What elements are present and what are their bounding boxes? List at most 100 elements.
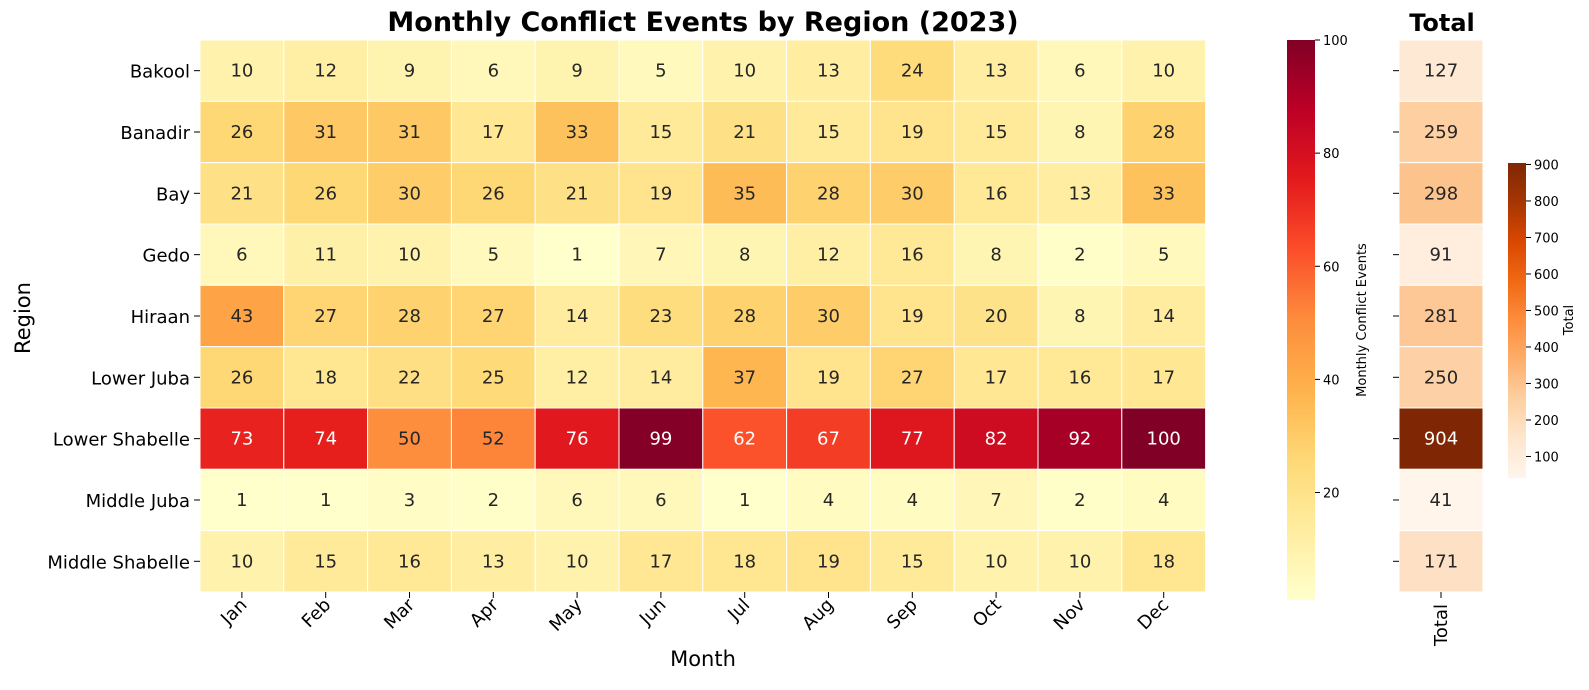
heatmap-cell [786, 530, 871, 593]
heatmap-cell [450, 530, 536, 593]
month-label: May [545, 594, 586, 635]
month-label: Oct [969, 595, 1006, 632]
heatmap-cell [199, 284, 285, 348]
heatmap-cell [618, 346, 704, 409]
total-axis-labels: Total [1431, 591, 1452, 647]
heatmap-cell-value: 6 [236, 245, 247, 266]
heatmap-cell [367, 162, 452, 225]
month-label: Jan [216, 595, 251, 630]
heatmap-cell-value: 7 [990, 490, 1001, 511]
total-cell [1398, 468, 1484, 532]
heatmap-cell [702, 100, 788, 164]
month-label: Apr [466, 594, 503, 631]
heatmap-cell-value: 15 [901, 551, 924, 572]
heatmap-cell [367, 39, 452, 102]
heatmap-cell-value: 74 [314, 429, 337, 450]
colorbar-tick-label: 300 [1534, 377, 1559, 392]
total-cell-value: 171 [1424, 551, 1458, 572]
region-label: Lower Juba [91, 368, 190, 389]
heatmap-cell [702, 407, 788, 470]
region-label: Gedo [143, 246, 190, 267]
heatmap-cell-value: 10 [398, 245, 421, 266]
heatmap-cell [199, 530, 285, 593]
heatmap-cell-value: 9 [404, 61, 415, 82]
total-cell [1398, 100, 1484, 164]
x-axis-label: Month [670, 647, 736, 671]
heatmap-cell-value: 27 [901, 367, 924, 388]
heatmap-cell [786, 284, 871, 348]
heatmap-cell-value: 62 [733, 429, 756, 450]
heatmap-cell-value: 52 [482, 429, 505, 450]
heatmap-cell-value: 19 [901, 122, 924, 143]
heatmap-cell [1121, 223, 1207, 286]
heatmap-cell-value: 24 [901, 61, 924, 82]
heatmap-cell [1037, 284, 1123, 348]
heatmap-cell-value: 15 [314, 551, 337, 572]
heatmap-cell [534, 284, 620, 348]
heatmap-cell-value: 8 [739, 245, 750, 266]
colorbar-tick-label: 60 [1323, 260, 1340, 275]
total-cell-value: 281 [1424, 306, 1458, 327]
heatmap-cell-value: 13 [482, 551, 505, 572]
heatmap-cell-value: 92 [1068, 429, 1091, 450]
heatmap-cell [534, 407, 620, 470]
heatmap-cell [1121, 100, 1207, 164]
heatmap-cell-value: 10 [230, 551, 253, 572]
heatmap-cell [786, 39, 871, 102]
heatmap-cell-value: 2 [488, 490, 499, 511]
heatmap-cell-value: 10 [1068, 551, 1091, 572]
heatmap-cell-value: 19 [817, 367, 840, 388]
total-cell-value: 298 [1424, 183, 1458, 204]
heatmap-cell [450, 407, 536, 470]
heatmap-cell-value: 30 [901, 183, 924, 204]
heatmap-cell-value: 12 [566, 367, 589, 388]
heatmap-cell [199, 162, 285, 225]
heatmap-cell-value: 19 [649, 183, 672, 204]
heatmap-cell [450, 223, 536, 286]
heatmap-cell-value: 21 [733, 122, 756, 143]
heatmap-cell-value: 22 [398, 367, 421, 388]
heatmap-cell [283, 284, 369, 348]
region-label: Hiraan [131, 307, 190, 328]
heatmap-cell [1121, 407, 1207, 470]
heatmap-cell [702, 223, 788, 286]
total-cell [1398, 346, 1484, 409]
total-cell-value: 904 [1424, 429, 1458, 450]
heatmap-cell [367, 284, 452, 348]
heatmap-cell-value: 4 [1158, 490, 1169, 511]
heatmap-cell-value: 1 [739, 490, 750, 511]
colorbar-tick-label: 700 [1534, 231, 1559, 246]
heatmap-cell [199, 407, 285, 470]
heatmap-cell [450, 39, 536, 102]
heatmap-cell-value: 4 [907, 490, 918, 511]
heatmap-cell [450, 468, 536, 532]
heatmap-cell [367, 530, 452, 593]
heatmap-cell [534, 100, 620, 164]
heatmap-cell-value: 8 [1074, 306, 1085, 327]
month-label: Jul [723, 595, 754, 626]
heatmap-cell-value: 73 [230, 429, 253, 450]
heatmap-cell-value: 14 [649, 367, 672, 388]
heatmap-cell [1121, 346, 1207, 409]
heatmap-cell-value: 27 [314, 306, 337, 327]
heatmap-cell-value: 10 [985, 551, 1008, 572]
colorbar-tick-label: 40 [1323, 373, 1340, 388]
heatmap-cell [283, 223, 369, 286]
heatmap-cell-value: 100 [1147, 429, 1181, 450]
total-cell [1398, 407, 1484, 470]
heatmap-cell [618, 223, 704, 286]
heatmap-cell-value: 82 [985, 429, 1008, 450]
heatmap-cell-value: 99 [649, 429, 672, 450]
heatmap-cell-value: 13 [985, 61, 1008, 82]
heatmap-cell-value: 17 [482, 122, 505, 143]
y-axis-label: Region [11, 282, 35, 354]
heatmap-cell-value: 16 [985, 183, 1008, 204]
heatmap-cell-value: 5 [655, 61, 666, 82]
heatmap-cell-value: 17 [985, 367, 1008, 388]
total-colorbar-gradient [1508, 163, 1526, 478]
month-axis-labels: Jan Feb Mar Apr May Jun Jul Aug Sep Oct Nov Dec [216, 591, 1173, 636]
heatmap-cell-value: 13 [817, 61, 840, 82]
heatmap-cell-value: 18 [314, 367, 337, 388]
